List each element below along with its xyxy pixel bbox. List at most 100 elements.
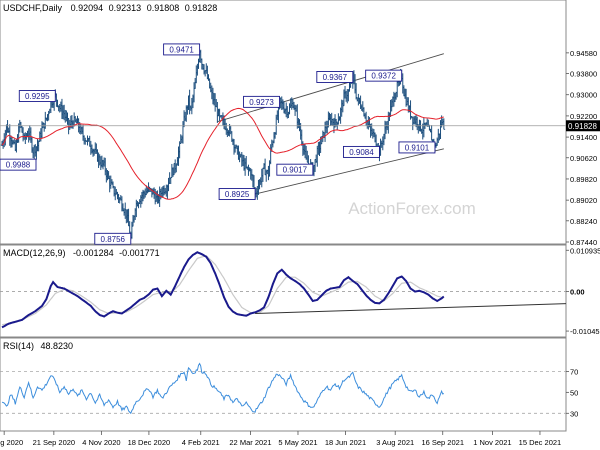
x-tick-label: 5 May 2021 bbox=[278, 438, 317, 447]
price-y-axis: 0.94580 0.93800 0.93000 0.92200 0.91400 0.906… bbox=[566, 49, 597, 247]
price-label: 0.9084 bbox=[343, 145, 380, 158]
price-y-tick-label: 0.93800 bbox=[570, 70, 597, 79]
price-label-box bbox=[18, 90, 56, 102]
macd-y-tick-label: 0.00 bbox=[570, 288, 585, 297]
price-panel: ActionForex.com USDCHF,Daily 0.92094 0.9… bbox=[0, 0, 600, 247]
x-tick-label: 21 Sep 2020 bbox=[33, 438, 76, 447]
price-labels: 0.9295 0.9471 0.8756 0.9273 0.8925 0.9017 0.93… bbox=[0, 43, 436, 245]
price-label-box bbox=[218, 188, 256, 201]
macd-value: -0.001284 bbox=[73, 248, 114, 258]
rsi-y-tick-label: 50 bbox=[570, 388, 578, 397]
price-label: 0.9273 bbox=[243, 95, 280, 108]
rsi-y-tick-label: 70 bbox=[570, 367, 578, 376]
last-price-tag-value: 0.91828 bbox=[568, 122, 597, 131]
macd-y-tick-label: -0.010459 bbox=[570, 327, 600, 336]
price-label-text: 0.9017 bbox=[283, 166, 308, 175]
price-label: 0.8925 bbox=[218, 188, 256, 201]
channel-line-lower bbox=[255, 148, 444, 195]
price-label-box bbox=[276, 163, 314, 176]
timeframe-separator: , bbox=[40, 3, 43, 13]
price-label: 0.9471 bbox=[163, 43, 201, 56]
macd-header: MACD(12,26,9) -0.001284 -0.001771 bbox=[3, 248, 160, 258]
ohlc-high: 0.92313 bbox=[109, 3, 142, 13]
price-label-box bbox=[243, 95, 280, 108]
price-label-text: 0.9101 bbox=[405, 143, 430, 152]
price-label: 0.8756 bbox=[94, 232, 132, 245]
price-label: 0.9988 bbox=[0, 158, 37, 171]
rsi-header: RSI(14) 48.8230 bbox=[3, 341, 73, 351]
ohlc-open: 0.92094 bbox=[71, 3, 104, 13]
rsi-line bbox=[1, 362, 445, 415]
macd-panel-frame bbox=[0, 244, 567, 338]
x-tick-label: 18 Dec 2020 bbox=[128, 438, 171, 447]
last-price-tag-background bbox=[566, 120, 600, 132]
channel-line-upper bbox=[217, 53, 444, 123]
price-y-tick-label: 0.89020 bbox=[570, 196, 597, 205]
x-tick-label: 4 Feb 2021 bbox=[182, 438, 220, 447]
price-label: 0.9295 bbox=[18, 90, 56, 102]
price-panel-frame bbox=[0, 0, 567, 245]
instrument-label: USDCHF bbox=[3, 3, 41, 13]
price-label-text: 0.9372 bbox=[371, 72, 396, 81]
macd-signal-line bbox=[1, 255, 444, 326]
price-header: USDCHF,Daily 0.92094 0.92313 0.91808 0.9… bbox=[3, 3, 217, 13]
price-label-box bbox=[398, 141, 436, 154]
price-label-text: 0.9295 bbox=[25, 92, 50, 101]
macd-trendline bbox=[255, 303, 567, 314]
price-y-tick-label: 0.94580 bbox=[570, 49, 597, 58]
x-tick-label: 4 Nov 2020 bbox=[82, 438, 120, 447]
price-label: 0.9372 bbox=[365, 69, 403, 82]
macd-y-tick-label: 0.010935 bbox=[570, 246, 600, 255]
price-label-box bbox=[0, 158, 37, 171]
price-channel-lines bbox=[217, 53, 444, 195]
price-label-box bbox=[365, 69, 403, 82]
watermark: ActionForex.com bbox=[348, 199, 476, 218]
rsi-level-lines bbox=[0, 371, 566, 414]
x-tick-label: 1 Nov 2021 bbox=[473, 438, 511, 447]
price-y-tick-label: 0.89820 bbox=[570, 175, 597, 184]
rsi-panel: RSI(14) 48.8230 70 50 30 bbox=[0, 337, 578, 432]
price-label-box bbox=[343, 145, 380, 158]
x-tick-label: 3 Aug 2021 bbox=[376, 438, 414, 447]
rsi-y-axis: 70 50 30 bbox=[566, 367, 578, 418]
ohlc-low: 0.91808 bbox=[147, 3, 180, 13]
price-label-box bbox=[163, 43, 201, 56]
price-y-tick-label: 0.90620 bbox=[570, 154, 597, 163]
price-label-text: 0.9471 bbox=[169, 45, 194, 54]
rsi-y-tick-label: 30 bbox=[570, 409, 578, 418]
price-y-tick-label: 0.92200 bbox=[570, 112, 597, 121]
x-tick-label: 16 Sep 2021 bbox=[421, 438, 464, 447]
date-axis: 6 Aug 2020 21 Sep 2020 4 Nov 2020 18 Dec 20… bbox=[0, 430, 566, 447]
price-label-text: 0.9084 bbox=[349, 148, 374, 157]
x-tick-label: 18 Jun 2021 bbox=[325, 438, 366, 447]
moving-average-line bbox=[1, 107, 444, 200]
x-tick-label: 22 Mar 2021 bbox=[229, 438, 271, 447]
price-label-text: 0.9273 bbox=[249, 98, 274, 107]
price-y-tick-label: 0.88240 bbox=[570, 217, 597, 226]
price-label-text: 0.8925 bbox=[225, 190, 250, 199]
macd-y-axis: 0.010935 0.00 -0.010459 bbox=[566, 246, 600, 336]
price-label-text: 0.8756 bbox=[101, 235, 126, 244]
price-y-tick-label: 0.87440 bbox=[570, 238, 597, 247]
last-price-tag: 0.91828 bbox=[566, 120, 600, 132]
price-label: 0.9101 bbox=[398, 141, 436, 154]
rsi-title: RSI(14) bbox=[3, 341, 34, 351]
price-y-tick-label: 0.91400 bbox=[570, 133, 597, 142]
ohlc-close: 0.91828 bbox=[185, 3, 218, 13]
macd-signal-value: -0.001771 bbox=[119, 248, 160, 258]
price-label-box bbox=[316, 71, 354, 83]
x-tick-label: 6 Aug 2020 bbox=[0, 438, 23, 447]
x-tick-label: 15 Dec 2021 bbox=[519, 438, 562, 447]
macd-panel: MACD(12,26,9) -0.001284 -0.001771 0.0109… bbox=[0, 244, 600, 338]
price-label: 0.9367 bbox=[316, 71, 354, 83]
macd-title: MACD(12,26,9) bbox=[3, 248, 66, 258]
rsi-panel-frame bbox=[0, 337, 567, 432]
price-y-tick-label: 0.93000 bbox=[570, 91, 597, 100]
price-label-text: 0.9367 bbox=[323, 73, 348, 82]
macd-line bbox=[1, 251, 445, 329]
price-label-box bbox=[94, 232, 132, 245]
rsi-value: 48.8230 bbox=[41, 341, 74, 351]
timeframe-label: Daily bbox=[42, 3, 63, 13]
price-label-text: 0.9988 bbox=[6, 161, 31, 170]
